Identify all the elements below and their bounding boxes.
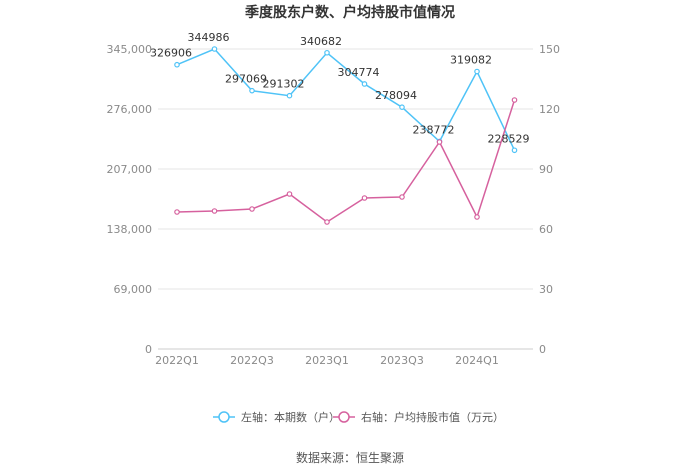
data-point <box>174 209 180 215</box>
right-axis-tick-label: 30 <box>539 283 553 296</box>
source-note: 数据来源：恒生聚源 <box>296 450 404 465</box>
legend-item-2[interactable]: 右轴：户均持股市值（万元） <box>333 410 504 424</box>
data-label: 326906 <box>150 47 192 60</box>
left-axis-tick-label: 0 <box>145 343 152 356</box>
data-point <box>211 46 218 52</box>
data-point <box>474 68 480 75</box>
series <box>174 46 518 225</box>
data-point <box>436 139 443 145</box>
left-axis-tick-label: 207,000 <box>107 163 153 176</box>
data-point <box>511 97 518 103</box>
right-axis-tick-label: 60 <box>539 223 553 236</box>
legend-label: 左轴：本期数（户） <box>241 410 340 424</box>
data-point <box>249 87 255 94</box>
data-label: 291302 <box>263 78 305 91</box>
data-point <box>511 147 518 154</box>
right-axis-tick-label: 90 <box>539 163 553 176</box>
series-line-2 <box>176 99 516 223</box>
series-line-1 <box>176 48 516 151</box>
data-point <box>286 191 293 197</box>
legend[interactable]: 左轴：本期数（户） 右轴：户均持股市值（万元） <box>213 410 504 424</box>
data-label: 238772 <box>413 123 455 136</box>
data-point <box>361 81 368 87</box>
data-label: 304774 <box>338 66 380 79</box>
data-label: 297069 <box>225 73 267 86</box>
data-point <box>249 206 255 212</box>
x-axis-tick-label: 2022Q1 <box>155 354 199 367</box>
x-axis-tick-label: 2024Q1 <box>455 354 499 367</box>
data-point <box>324 49 330 56</box>
data-point <box>324 219 330 225</box>
data-point <box>174 61 180 68</box>
legend-marker-icon <box>338 411 350 423</box>
legend-marker-icon <box>218 411 230 423</box>
x-axis-tick-label: 2023Q3 <box>380 354 424 367</box>
legend-item-1[interactable]: 左轴：本期数（户） <box>213 410 340 424</box>
left-axis-tick-label: 345,000 <box>107 43 153 56</box>
x-axis-tick-label: 2023Q1 <box>305 354 349 367</box>
x-axis-tick-label: 2022Q3 <box>230 354 274 367</box>
data-label: 228529 <box>488 132 530 145</box>
left-axis-tick-label: 276,000 <box>107 103 153 116</box>
left-axis-tick-label: 69,000 <box>114 283 153 296</box>
right-axis-tick-label: 120 <box>539 103 560 116</box>
data-point <box>399 104 405 110</box>
data-point <box>286 92 293 99</box>
axes: 0 0 69,000 30 138,000 60 207,000 90 276,000 120 34… <box>107 43 561 367</box>
chart-title: 季度股东户数、户均持股市值情况 <box>244 4 455 21</box>
data-point <box>361 195 368 201</box>
right-axis-tick-label: 0 <box>539 343 546 356</box>
data-label: 319082 <box>450 54 492 67</box>
right-axis-tick-label: 150 <box>539 43 560 56</box>
data-point <box>399 194 405 200</box>
data-label: 278094 <box>375 89 417 102</box>
data-point <box>474 214 480 220</box>
data-point <box>211 208 218 214</box>
left-axis-tick-label: 138,000 <box>107 223 153 236</box>
grid <box>158 48 533 350</box>
data-label: 344986 <box>188 31 230 44</box>
data-label: 340682 <box>300 35 342 48</box>
legend-label: 右轴：户均持股市值（万元） <box>361 410 504 424</box>
